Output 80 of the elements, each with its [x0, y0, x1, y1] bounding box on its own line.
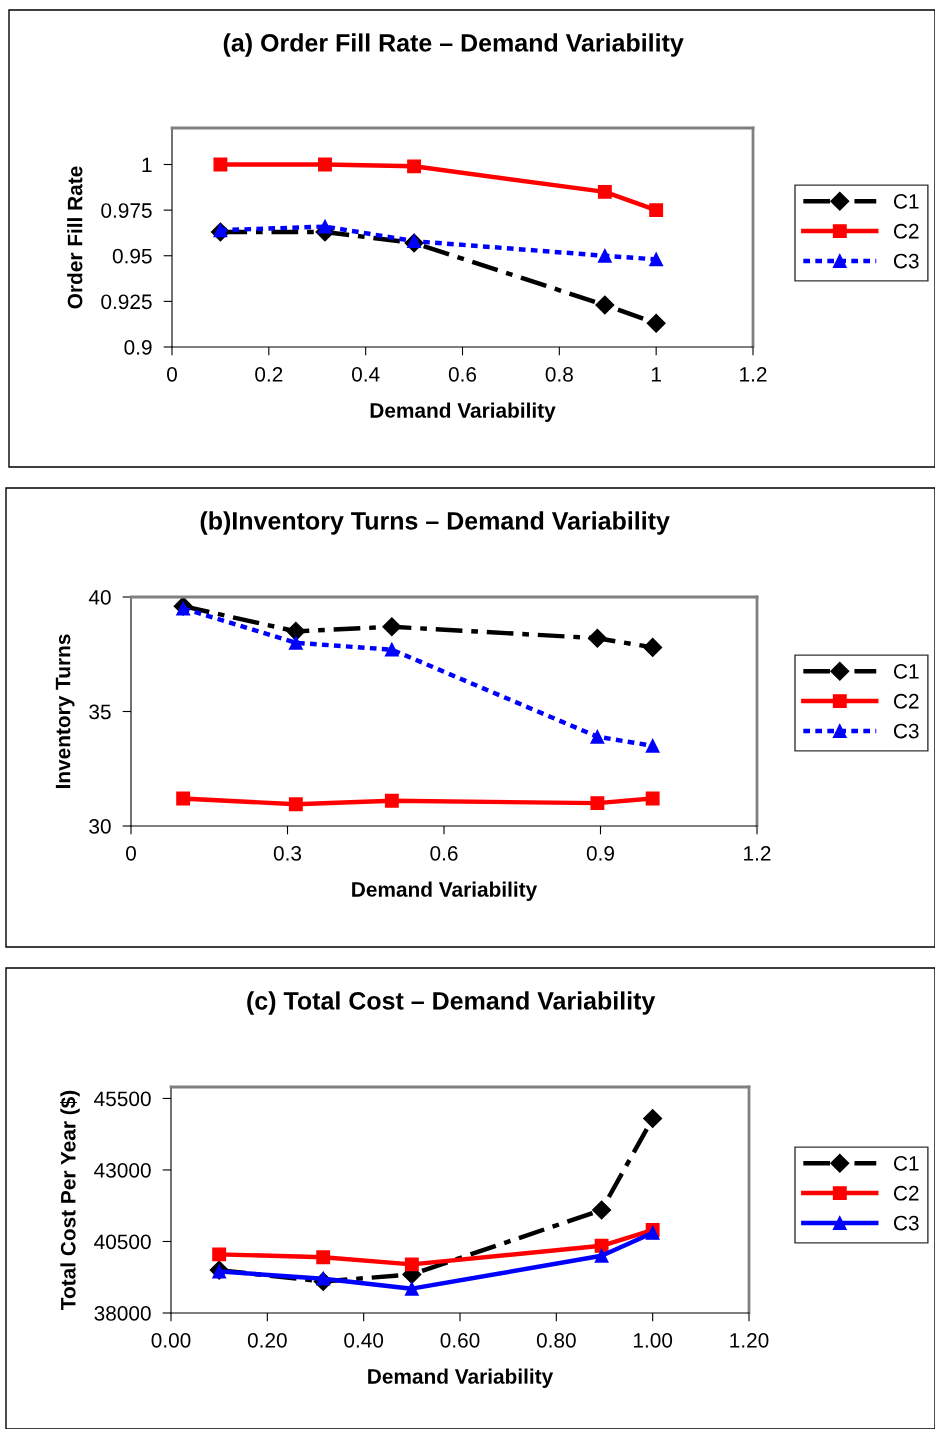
x-axis-title: Demand Variability	[370, 402, 556, 422]
x-tick-label: 1.20	[730, 1332, 769, 1348]
x-tick-label: 0.80	[536, 1332, 576, 1348]
point	[590, 729, 605, 744]
x-tick-label: 0.9	[586, 845, 614, 861]
point	[643, 637, 663, 657]
y-tick-label: 40500	[94, 1234, 151, 1250]
point	[594, 1248, 609, 1263]
point	[286, 621, 306, 641]
point	[597, 184, 612, 199]
point	[645, 738, 660, 753]
x-tick-label: 0.00	[151, 1332, 191, 1348]
point	[318, 219, 332, 234]
y-tick-label: 45500	[94, 1091, 151, 1107]
point	[590, 796, 605, 811]
point	[318, 157, 332, 172]
point	[587, 628, 607, 648]
x-tick-label: 0.6	[448, 366, 477, 382]
point	[646, 313, 666, 333]
point	[592, 1200, 612, 1220]
legend-label: C2	[893, 1185, 919, 1201]
point	[643, 1108, 663, 1129]
x-tick-label: 0.4	[352, 366, 380, 382]
y-tick-label: 0.9	[124, 340, 152, 355]
x-tick-label: 1.2	[740, 366, 767, 382]
point	[384, 793, 399, 808]
chart-title: (a) Order Fill Rate – Demand Variability	[223, 33, 684, 57]
point	[407, 159, 422, 174]
point	[212, 1247, 227, 1262]
y-axis-title: Order Fill Rate	[67, 166, 83, 309]
point	[288, 797, 303, 812]
point	[594, 1238, 609, 1253]
chart-title: (c) Total Cost – Demand Variability	[247, 991, 656, 1015]
y-tick-label: 1	[142, 157, 152, 173]
legend-label: C3	[893, 253, 919, 269]
x-axis-title: Demand Variability	[368, 1368, 554, 1388]
x-tick-label: 0.6	[430, 845, 458, 861]
point	[645, 791, 660, 806]
legend-label: C3	[893, 1215, 919, 1231]
legend-label: C1	[893, 194, 919, 209]
point	[595, 295, 615, 315]
legend-label: C1	[893, 1156, 919, 1171]
x-tick-label: 0.40	[344, 1332, 384, 1348]
point	[649, 252, 664, 267]
point	[316, 1250, 331, 1265]
x-tick-label: 1	[651, 367, 661, 382]
point	[384, 642, 399, 657]
legend-label: C2	[893, 223, 919, 239]
point	[404, 1257, 419, 1272]
y-tick-label: 0.95	[112, 248, 152, 264]
point	[213, 157, 228, 172]
x-tick-label: 0.20	[247, 1332, 287, 1348]
legend-label: C1	[893, 664, 919, 679]
legend-label: C2	[893, 693, 919, 709]
y-tick-label: 30	[89, 819, 111, 834]
x-tick-label: 0.60	[440, 1332, 480, 1348]
point	[176, 791, 191, 806]
point	[597, 248, 612, 263]
x-tick-label: 0	[167, 366, 177, 382]
x-tick-label: 0.3	[273, 845, 302, 861]
y-tick-label: 38000	[94, 1306, 151, 1321]
x-tick-label: 0.2	[255, 366, 283, 382]
x-axis-title: Demand Variability	[352, 881, 538, 901]
y-axis-title: Total Cost Per Year ($)	[59, 1090, 80, 1310]
x-tick-label: 0	[126, 845, 136, 861]
x-tick-label: 1.00	[633, 1332, 673, 1348]
y-tick-label: 40	[88, 590, 111, 605]
x-tick-label: 1.2	[744, 845, 771, 861]
chart-title: (b)Inventory Turns – Demand Variability	[200, 511, 670, 535]
legend-label: C3	[893, 723, 919, 739]
y-axis-title: Inventory Turns	[55, 634, 75, 789]
point	[649, 203, 664, 218]
y-tick-label: 0.975	[101, 203, 152, 218]
y-tick-label: 43000	[94, 1162, 151, 1178]
x-tick-label: 0.8	[545, 366, 573, 382]
point	[288, 635, 303, 650]
point	[382, 617, 402, 637]
y-tick-label: 35	[89, 704, 111, 720]
y-tick-label: 0.925	[101, 294, 152, 310]
point	[404, 1281, 419, 1296]
